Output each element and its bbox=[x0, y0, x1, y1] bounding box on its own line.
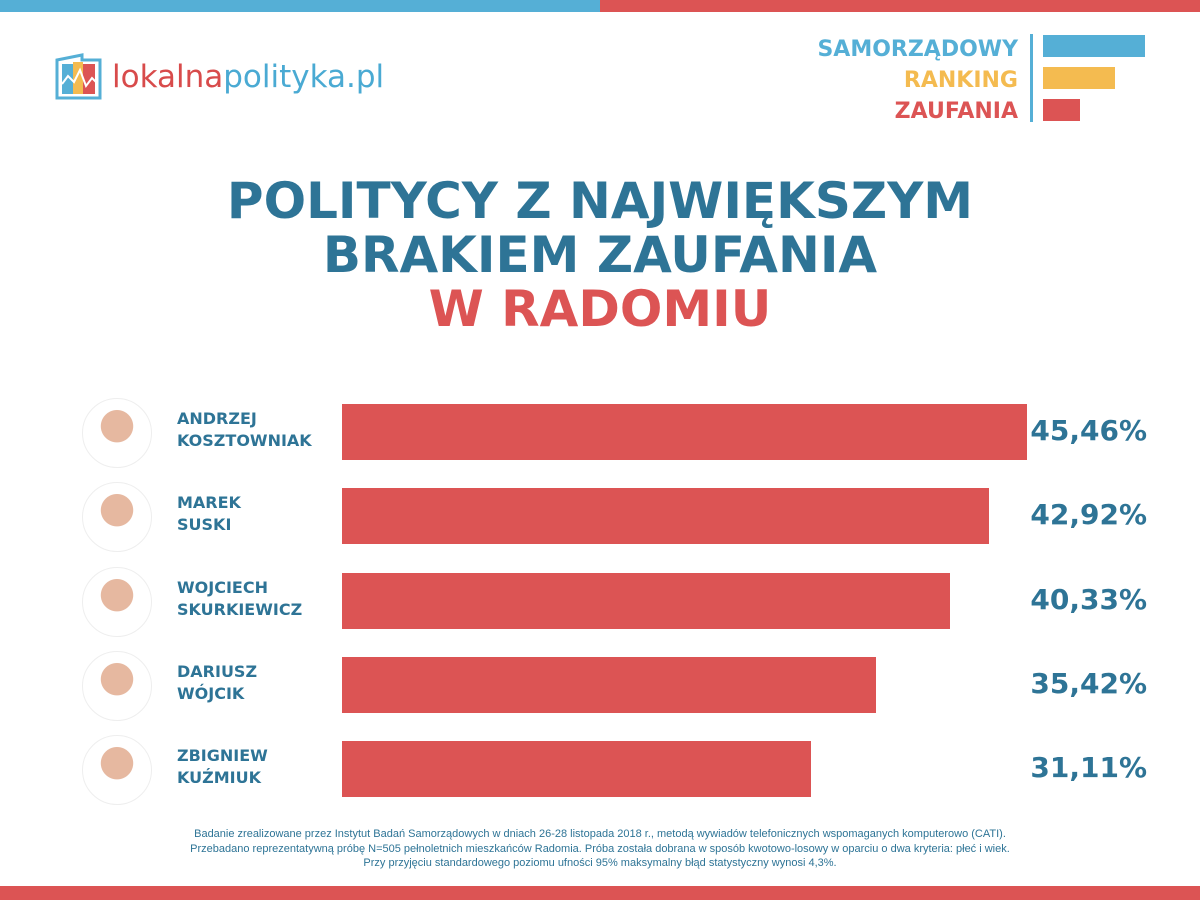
last-name: KUŹMIUK bbox=[177, 768, 261, 788]
politician-photo bbox=[82, 735, 152, 806]
ranking-bar-3 bbox=[1043, 99, 1080, 121]
ranking-bar-2 bbox=[1043, 67, 1115, 89]
chart-row: WOJCIECH SKURKIEWICZ 40,33% bbox=[0, 566, 1200, 637]
value-label: 42,92% bbox=[1030, 498, 1147, 532]
value-label: 31,11% bbox=[1030, 751, 1147, 785]
politician-name: WOJCIECH SKURKIEWICZ bbox=[177, 577, 302, 621]
logo: lokalnapolityka.pl bbox=[54, 52, 384, 102]
chart-row: DARIUSZ WÓJCIK 35,42% bbox=[0, 650, 1200, 721]
chart-row: ZBIGNIEW KUŹMIUK 31,11% bbox=[0, 735, 1200, 806]
politician-name: ANDRZEJ KOSZTOWNIAK bbox=[177, 408, 312, 452]
value-label: 40,33% bbox=[1030, 582, 1147, 616]
last-name: KOSZTOWNIAK bbox=[177, 431, 312, 450]
top-bar-blue bbox=[0, 0, 600, 12]
title-line-1: POLITYCY Z NAJWIĘKSZYM bbox=[226, 172, 974, 230]
footnote-line-1: Badanie zrealizowane przez Instytut Bada… bbox=[194, 828, 1006, 840]
footnote: Badanie zrealizowane przez Instytut Bada… bbox=[0, 827, 1200, 871]
bar bbox=[342, 572, 950, 629]
first-name: ZBIGNIEW bbox=[177, 746, 268, 766]
first-name: MAREK bbox=[177, 493, 241, 513]
politician-name: DARIUSZ WÓJCIK bbox=[177, 661, 257, 705]
first-name: ANDRZEJ bbox=[177, 409, 257, 428]
first-name: DARIUSZ bbox=[177, 661, 258, 681]
title-line-2: BRAKIEM ZAUFANIA bbox=[322, 226, 878, 284]
ranking-divider bbox=[1030, 34, 1033, 122]
footnote-line-3: Przy przyjęciu standardowego poziomu ufn… bbox=[363, 857, 837, 869]
footnote-line-2: Przebadano reprezentatywną próbę N=505 p… bbox=[190, 842, 1010, 855]
logo-icon bbox=[55, 53, 102, 100]
logo-text-polityka: polityka.pl bbox=[223, 59, 385, 95]
bar bbox=[342, 404, 1027, 460]
last-name: WÓJCIK bbox=[177, 683, 245, 703]
politician-photo bbox=[82, 482, 152, 553]
ranking-line-2: RANKING bbox=[903, 68, 1018, 93]
chart-row: MAREK SUSKI 42,92% bbox=[0, 482, 1200, 553]
bar bbox=[342, 741, 811, 798]
politician-photo bbox=[82, 566, 152, 637]
politician-name: MAREK SUSKI bbox=[177, 492, 241, 536]
first-name: WOJCIECH bbox=[177, 577, 268, 597]
ranking-badge: SAMORZĄDOWY RANKING ZAUFANIA bbox=[817, 34, 1018, 127]
top-bar-red bbox=[600, 0, 1200, 12]
bar bbox=[342, 488, 989, 545]
logo-text-lokalna: lokalna bbox=[112, 59, 224, 95]
politician-name: ZBIGNIEW KUŹMIUK bbox=[177, 745, 268, 789]
value-label: 45,46% bbox=[1030, 414, 1147, 447]
politician-photo bbox=[82, 650, 152, 721]
title-line-3: W RADOMIU bbox=[428, 280, 772, 338]
ranking-bar-1 bbox=[1043, 35, 1145, 57]
last-name: SUSKI bbox=[177, 515, 232, 535]
ranking-line-3: ZAUFANIA bbox=[894, 99, 1018, 124]
chart-row: ANDRZEJ KOSZTOWNIAK 45,46% bbox=[0, 398, 1200, 468]
value-label: 35,42% bbox=[1030, 666, 1147, 700]
last-name: SKURKIEWICZ bbox=[177, 599, 303, 619]
bottom-bar bbox=[0, 886, 1200, 900]
bar bbox=[342, 656, 876, 713]
politician-photo bbox=[82, 398, 152, 468]
chart-title: POLITYCY Z NAJWIĘKSZYM BRAKIEM ZAUFANIA … bbox=[0, 174, 1200, 336]
ranking-line-1: SAMORZĄDOWY bbox=[817, 37, 1018, 62]
